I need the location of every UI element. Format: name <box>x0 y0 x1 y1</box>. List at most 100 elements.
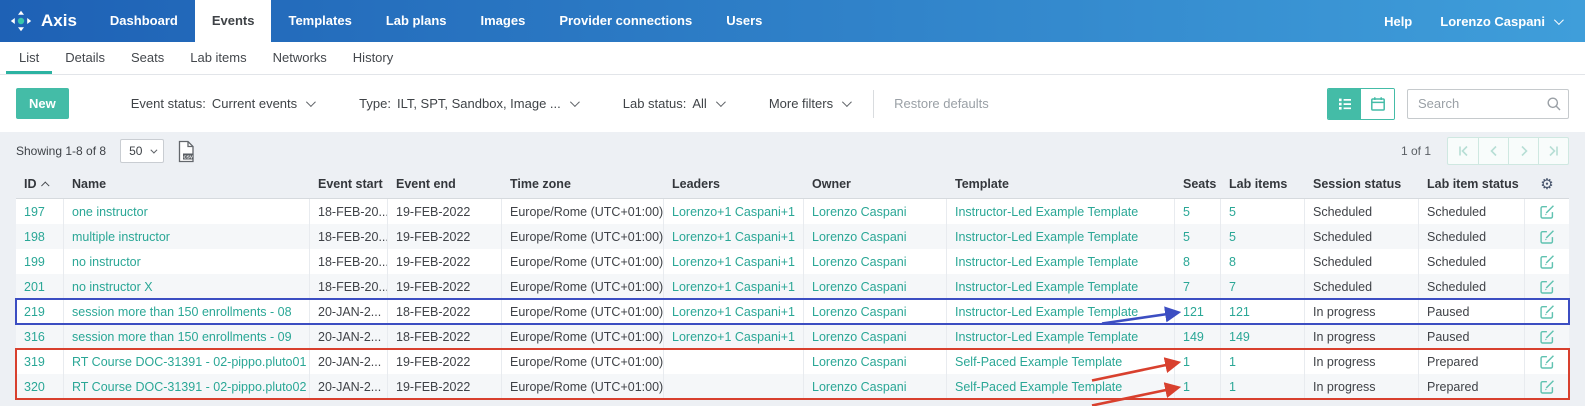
cell-name[interactable]: multiple instructor <box>72 229 170 244</box>
col-header-leaders[interactable]: Leaders <box>664 170 804 199</box>
table-row[interactable]: 316 session more than 150 enrollments - 0… <box>16 324 1569 349</box>
cell-name[interactable]: session more than 150 enrollments - 08 <box>72 304 292 319</box>
col-header-name[interactable]: Name <box>64 170 310 199</box>
cell-template[interactable]: Instructor-Led Example Template <box>955 229 1139 244</box>
cell-seats[interactable]: 121 <box>1183 304 1204 319</box>
edit-row-button[interactable] <box>1539 228 1556 245</box>
cell-lab-items[interactable]: 149 <box>1229 329 1250 344</box>
pagination-first-button[interactable] <box>1448 138 1478 164</box>
cell-lab-items[interactable]: 7 <box>1229 279 1236 294</box>
cell-leaders[interactable]: Lorenzo+1 Caspani+1 <box>672 229 796 244</box>
cell-leaders[interactable]: Lorenzo+1 Caspani+1 <box>672 304 796 319</box>
cell-leaders[interactable]: Lorenzo+1 Caspani+1 <box>672 204 796 219</box>
new-button[interactable]: New <box>16 88 69 119</box>
cell-owner[interactable]: Lorenzo Caspani <box>812 254 907 269</box>
pagination-prev-button[interactable] <box>1478 138 1508 164</box>
nav-item-events[interactable]: Events <box>194 0 272 42</box>
nav-item-images[interactable]: Images <box>480 13 526 28</box>
tab-seats[interactable]: Seats <box>130 50 165 65</box>
tab-list[interactable]: List <box>6 42 53 74</box>
cell-name[interactable]: RT Course DOC-31391 - 02-pippo.pluto01 <box>72 354 307 369</box>
cell-leaders[interactable]: Lorenzo+1 Caspani+1 <box>672 329 796 344</box>
calendar-view-button[interactable] <box>1361 88 1394 119</box>
cell-id[interactable]: 198 <box>24 229 45 244</box>
tab-lab-items[interactable]: Lab items <box>190 50 247 65</box>
tab-history[interactable]: History <box>352 50 394 65</box>
filter-lab-status[interactable]: Lab status: All <box>623 96 726 111</box>
cell-seats[interactable]: 149 <box>1183 329 1204 344</box>
nav-item-templates[interactable]: Templates <box>288 13 352 28</box>
filter-more-filters[interactable]: More filters <box>769 96 852 111</box>
edit-row-button[interactable] <box>1539 303 1556 320</box>
table-row[interactable]: 319 RT Course DOC-31391 - 02-pippo.pluto0… <box>16 349 1569 374</box>
cell-owner[interactable]: Lorenzo Caspani <box>812 204 907 219</box>
nav-item-provider-connections[interactable]: Provider connections <box>559 13 693 28</box>
table-row[interactable]: 201 no instructor X 18-FEB-20... 19-FEB-202… <box>16 274 1569 299</box>
cell-template[interactable]: Self-Paced Example Template <box>955 379 1123 394</box>
col-header-event-end[interactable]: Event end <box>388 170 502 199</box>
cell-id[interactable]: 316 <box>24 329 45 344</box>
cell-name[interactable]: one instructor <box>72 204 148 219</box>
table-row[interactable]: 219 session more than 150 enrollments - 0… <box>16 299 1569 324</box>
nav-item-users[interactable]: Users <box>726 13 763 28</box>
cell-id[interactable]: 219 <box>24 304 45 319</box>
export-csv-button[interactable]: CSV <box>176 140 197 163</box>
col-header-lab-items[interactable]: Lab items <box>1221 170 1305 199</box>
cell-id[interactable]: 199 <box>24 254 45 269</box>
cell-template[interactable]: Instructor-Led Example Template <box>955 254 1139 269</box>
cell-template[interactable]: Instructor-Led Example Template <box>955 279 1139 294</box>
tab-networks[interactable]: Networks <box>272 50 327 65</box>
cell-name[interactable]: no instructor X <box>72 279 153 294</box>
tab-details[interactable]: Details <box>65 50 105 65</box>
cell-seats[interactable]: 7 <box>1183 279 1190 294</box>
cell-owner[interactable]: Lorenzo Caspani <box>812 229 907 244</box>
cell-lab-items[interactable]: 121 <box>1229 304 1250 319</box>
cell-owner[interactable]: Lorenzo Caspani <box>812 379 907 394</box>
cell-lab-items[interactable]: 1 <box>1229 354 1236 369</box>
table-row[interactable]: 199 no instructor 18-FEB-20... 19-FEB-2022 E… <box>16 249 1569 274</box>
edit-row-button[interactable] <box>1539 328 1556 345</box>
help-link[interactable]: Help <box>1384 13 1413 29</box>
cell-seats[interactable]: 5 <box>1183 204 1190 219</box>
user-menu[interactable]: Lorenzo Caspani <box>1440 14 1564 29</box>
pagination-next-button[interactable] <box>1508 138 1538 164</box>
cell-leaders[interactable]: Lorenzo+1 Caspani+1 <box>672 279 796 294</box>
edit-row-button[interactable] <box>1539 278 1556 295</box>
edit-row-button[interactable] <box>1539 203 1556 220</box>
cell-template[interactable]: Self-Paced Example Template <box>955 354 1123 369</box>
table-row[interactable]: 198 multiple instructor 18-FEB-20... 19-FEB… <box>16 224 1569 249</box>
col-header-seats[interactable]: Seats <box>1175 170 1221 199</box>
col-header-template[interactable]: Template <box>947 170 1175 199</box>
cell-id[interactable]: 201 <box>24 279 45 294</box>
cell-id[interactable]: 319 <box>24 354 45 369</box>
cell-template[interactable]: Instructor-Led Example Template <box>955 304 1139 319</box>
col-header-lab-item-status[interactable]: Lab item status <box>1419 170 1525 199</box>
filter-type[interactable]: Type: ILT, SPT, Sandbox, Image ... <box>359 96 580 111</box>
cell-lab-items[interactable]: 1 <box>1229 379 1236 394</box>
cell-template[interactable]: Instructor-Led Example Template <box>955 329 1139 344</box>
pagination-last-button[interactable] <box>1538 138 1568 164</box>
filter-event-status[interactable]: Event status: Current events <box>131 96 317 111</box>
search-input[interactable] <box>1407 88 1569 119</box>
cell-owner[interactable]: Lorenzo Caspani <box>812 329 907 344</box>
cell-template[interactable]: Instructor-Led Example Template <box>955 204 1139 219</box>
col-header-session-status[interactable]: Session status <box>1305 170 1419 199</box>
col-header-id[interactable]: ID <box>16 170 64 199</box>
cell-lab-items[interactable]: 5 <box>1229 229 1236 244</box>
gear-icon[interactable]: ⚙ <box>1540 176 1554 193</box>
page-size-select[interactable]: 50 <box>120 139 165 163</box>
edit-row-button[interactable] <box>1539 378 1556 395</box>
col-header-owner[interactable]: Owner <box>804 170 947 199</box>
cell-seats[interactable]: 1 <box>1183 354 1190 369</box>
table-row[interactable]: 197 one instructor 18-FEB-20... 19-FEB-2022… <box>16 199 1569 224</box>
nav-item-lab-plans[interactable]: Lab plans <box>385 13 447 28</box>
cell-lab-items[interactable]: 8 <box>1229 254 1236 269</box>
cell-leaders[interactable]: Lorenzo+1 Caspani+1 <box>672 254 796 269</box>
col-header-time-zone[interactable]: Time zone <box>502 170 664 199</box>
edit-row-button[interactable] <box>1539 253 1556 270</box>
col-header-event-start[interactable]: Event start <box>310 170 388 199</box>
edit-row-button[interactable] <box>1539 353 1556 370</box>
restore-defaults-button[interactable]: Restore defaults <box>894 96 989 111</box>
cell-owner[interactable]: Lorenzo Caspani <box>812 304 907 319</box>
cell-seats[interactable]: 5 <box>1183 229 1190 244</box>
